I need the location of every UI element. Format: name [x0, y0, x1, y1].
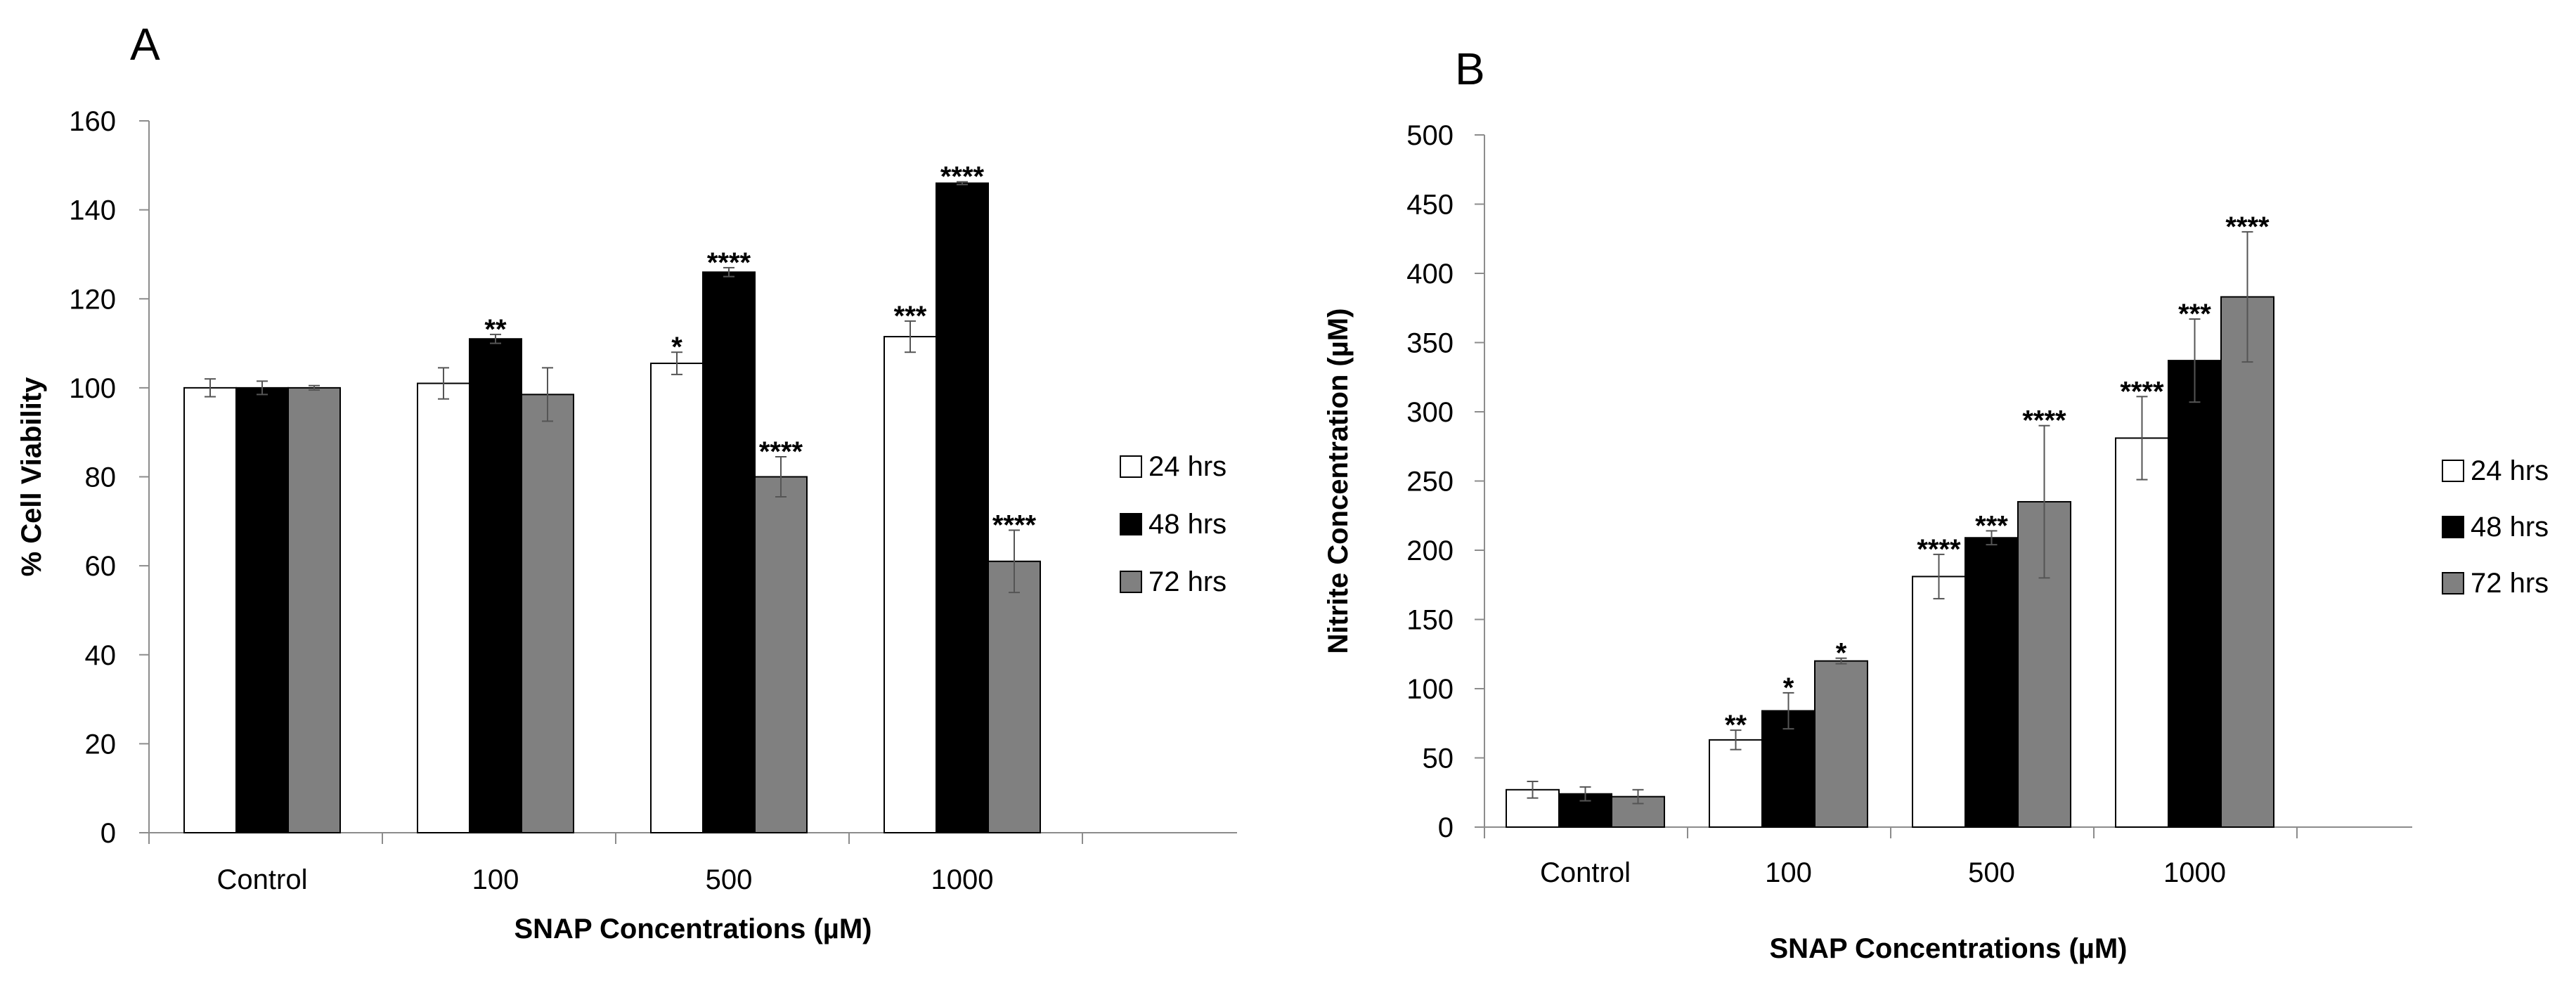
panel-a-legend-swatch [1120, 513, 1142, 535]
panel-b-label: B [1455, 44, 1485, 94]
panel-a-y-tick-label: 60 [85, 551, 117, 582]
panel-b-y-tick-label: 400 [1406, 259, 1454, 290]
panel-b-bar [1761, 710, 1816, 829]
panel-a-legend-label: 72 hrs [1148, 566, 1226, 597]
panel-b-significance-label: * [1836, 638, 1847, 669]
panel-a-bar [287, 386, 341, 833]
panel-a-legend-swatch [1120, 455, 1142, 478]
panel-b-legend-label: 72 hrs [2471, 568, 2549, 599]
panel-a-significance-label: **** [707, 247, 751, 278]
panel-a-bar [183, 386, 237, 833]
panel-b-chart: B 0 50 100 150 200 250 300 350 400 450 500 Control *… [1323, 44, 2549, 964]
panel-b-category-label: 500 [1968, 857, 2015, 888]
panel-b-bar [2115, 437, 2169, 828]
panel-a-category-label: 1000 [931, 864, 994, 895]
panel-b-y-tick-label: 450 [1406, 190, 1454, 221]
panel-a-y-tick-label: 20 [85, 729, 117, 760]
panel-a-significance-label: ** [484, 314, 507, 345]
panel-a-significance-label: **** [992, 509, 1037, 540]
panel-b-legend-label: 48 hrs [2471, 512, 2549, 543]
panel-a-chart: A 020406080100120140160Control**100*****… [16, 19, 1237, 944]
panel-b-y-tick-label: 150 [1406, 605, 1454, 636]
panel-a-legend-label: 48 hrs [1148, 509, 1226, 540]
panel-b-y-tick-label: 300 [1406, 397, 1454, 428]
panel-b-significance-label: **** [2022, 405, 2066, 436]
panel-b-significance-label: *** [2178, 299, 2211, 330]
panel-a-bar [235, 386, 289, 833]
panel-b-significance-label: * [1783, 673, 1794, 703]
panel-b-bar [1965, 537, 2019, 829]
panel-a-category-label: 500 [706, 864, 753, 895]
panel-b-y-tick-label: 50 [1423, 743, 1454, 774]
panel-b-bar [2220, 296, 2274, 828]
panel-b-significance-label: *** [1975, 510, 2008, 541]
panel-a-significance-label: **** [759, 436, 803, 467]
panel-a-significance-label: **** [940, 162, 985, 193]
panel-b-bar [1709, 739, 1763, 829]
panel-b-y-tick-label: 350 [1406, 328, 1454, 359]
panel-b-legend-swatch [2442, 460, 2464, 482]
panel-a-y-tick-label: 0 [101, 818, 116, 849]
panel-b-legend-swatch [2442, 572, 2464, 595]
panel-a-significance-label: *** [894, 301, 927, 332]
panel-b-y-tick-label: 0 [1438, 812, 1454, 843]
panel-a-significance-label: * [671, 332, 682, 363]
panel-a-bar [988, 560, 1041, 833]
panel-a-category-label: Control [217, 864, 308, 895]
panel-b-significance-label: **** [2120, 376, 2164, 407]
panel-b-significance-label: **** [2225, 212, 2270, 242]
panel-a-bar [884, 336, 937, 833]
panel-a-legend-label: 24 hrs [1148, 451, 1226, 482]
panel-b-category-label: 1000 [2163, 857, 2226, 888]
panel-a-y-tick-label: 80 [85, 462, 117, 493]
panel-a-x-axis-title: SNAP Concentrations (µM) [514, 914, 872, 944]
panel-b-legend-swatch [2442, 516, 2464, 538]
panel-b-category-label: Control [1540, 857, 1631, 888]
panel-a-y-tick-label: 40 [85, 640, 117, 671]
panel-a-bar [702, 271, 756, 833]
panel-a-bar [936, 182, 989, 833]
panel-a-y-tick-label: 120 [69, 284, 116, 315]
panel-b-category-label: 100 [1765, 857, 1812, 888]
panel-a-y-tick-label: 100 [69, 373, 116, 404]
panel-a-y-axis-title: % Cell Viability [16, 377, 47, 577]
panel-b-bar [2168, 360, 2222, 828]
panel-a-bar [469, 338, 522, 833]
panel-a-legend-swatch [1120, 571, 1142, 593]
panel-b-y-tick-label: 500 [1406, 120, 1454, 151]
panel-a-y-tick-label: 160 [69, 106, 116, 137]
panel-b-y-tick-label: 250 [1406, 467, 1454, 498]
panel-a-y-tick-label: 140 [69, 195, 116, 226]
panel-b-bar [1814, 660, 1868, 828]
panel-b-bar [1912, 576, 1966, 828]
panel-b-legend-label: 24 hrs [2471, 455, 2549, 486]
panel-a-bar [417, 382, 470, 833]
panel-a-bar [754, 476, 808, 833]
panel-a-label: A [130, 19, 160, 70]
panel-b-x-axis-title: SNAP Concentrations (µM) [1769, 933, 2127, 964]
panel-a-category-label: 100 [472, 864, 519, 895]
panel-b-y-tick-label: 100 [1406, 674, 1454, 705]
panel-b-y-axis-title: Nitrite Concentration (µM) [1323, 308, 1354, 654]
panel-b-y-tick-label: 200 [1406, 535, 1454, 566]
panel-a-bar [650, 363, 704, 833]
panel-b-significance-label: **** [1917, 534, 1961, 565]
panel-b-significance-label: ** [1725, 710, 1747, 741]
panel-a-bar [521, 394, 574, 833]
